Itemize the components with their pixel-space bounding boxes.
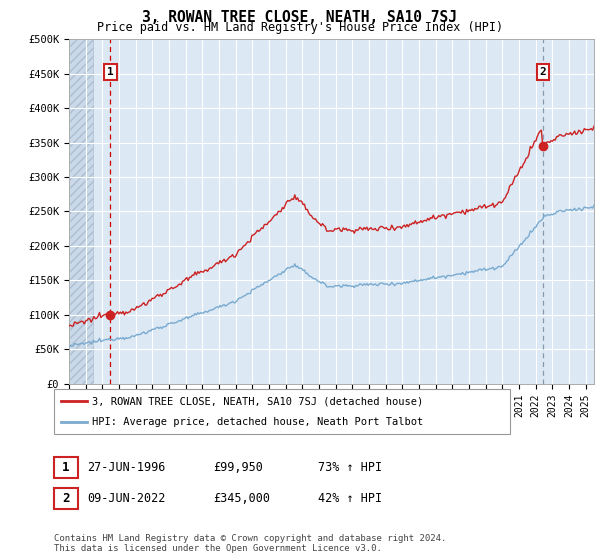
Text: Price paid vs. HM Land Registry's House Price Index (HPI): Price paid vs. HM Land Registry's House … bbox=[97, 21, 503, 34]
Text: 3, ROWAN TREE CLOSE, NEATH, SA10 7SJ (detached house): 3, ROWAN TREE CLOSE, NEATH, SA10 7SJ (de… bbox=[92, 396, 423, 407]
Text: 3, ROWAN TREE CLOSE, NEATH, SA10 7SJ: 3, ROWAN TREE CLOSE, NEATH, SA10 7SJ bbox=[143, 10, 458, 25]
Text: 73% ↑ HPI: 73% ↑ HPI bbox=[318, 461, 382, 474]
Text: Contains HM Land Registry data © Crown copyright and database right 2024.
This d: Contains HM Land Registry data © Crown c… bbox=[54, 534, 446, 553]
Text: 1: 1 bbox=[62, 461, 70, 474]
Text: 27-JUN-1996: 27-JUN-1996 bbox=[87, 461, 166, 474]
Text: 42% ↑ HPI: 42% ↑ HPI bbox=[318, 492, 382, 505]
Text: 2: 2 bbox=[539, 67, 547, 77]
Bar bbox=[69, 39, 92, 384]
Text: HPI: Average price, detached house, Neath Port Talbot: HPI: Average price, detached house, Neat… bbox=[92, 417, 423, 427]
Text: 1: 1 bbox=[107, 67, 114, 77]
Text: £99,950: £99,950 bbox=[213, 461, 263, 474]
Text: 2: 2 bbox=[62, 492, 70, 505]
Text: £345,000: £345,000 bbox=[213, 492, 270, 505]
Text: 09-JUN-2022: 09-JUN-2022 bbox=[87, 492, 166, 505]
